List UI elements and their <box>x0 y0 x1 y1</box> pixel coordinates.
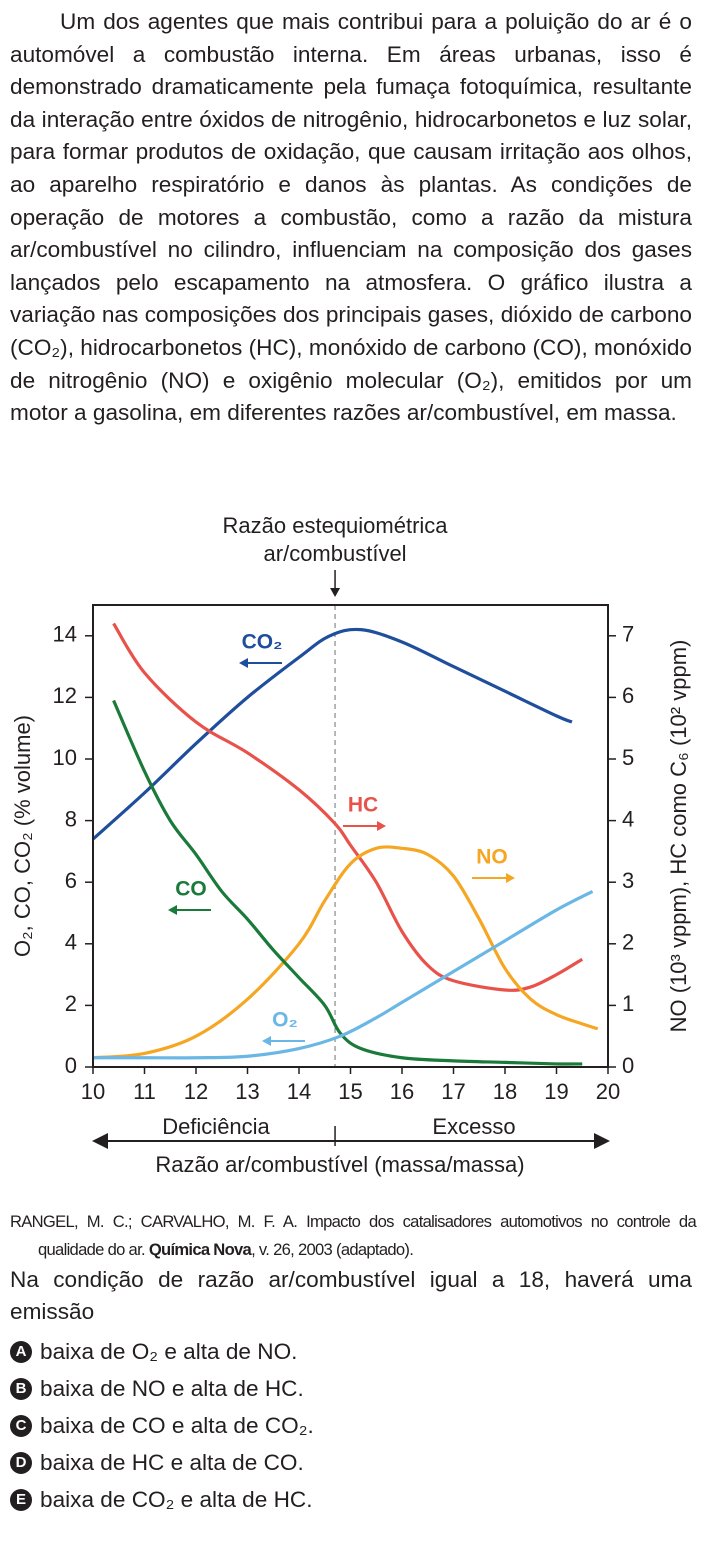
annotation: ar/combustível <box>264 541 407 566</box>
option-text: baixa de CO e alta de CO₂. <box>40 1413 314 1438</box>
plot-frame <box>92 604 609 1068</box>
x-tick-label: 12 <box>184 1079 208 1104</box>
x-tick-label: 10 <box>81 1079 105 1104</box>
region-label: Excesso <box>432 1114 515 1139</box>
series-arrowhead <box>239 658 248 668</box>
series-label: CO₂ <box>242 631 283 654</box>
x-tick-label: 17 <box>441 1079 465 1104</box>
source-journal: Química Nova <box>148 1240 252 1259</box>
annotation: Razão estequiométrica <box>223 513 449 538</box>
x-tick-label: 20 <box>596 1079 620 1104</box>
y2-tick-label: 6 <box>622 683 634 708</box>
y2-tick-label: 7 <box>622 622 634 647</box>
region-label: Deficiência <box>162 1114 270 1139</box>
y-tick-label: 14 <box>53 622 77 647</box>
option-text: baixa de CO₂ e alta de HC. <box>40 1487 313 1512</box>
option-text: baixa de NO e alta de HC. <box>40 1376 304 1401</box>
y2-tick-label: 3 <box>622 868 634 893</box>
x-tick-label: 13 <box>235 1079 259 1104</box>
option-text: baixa de HC e alta de CO. <box>40 1450 304 1475</box>
y-tick-label: 12 <box>53 683 77 708</box>
option-letter: A <box>10 1341 32 1363</box>
y-tick-label: 8 <box>65 806 77 831</box>
series-arrowhead <box>262 1036 271 1046</box>
y2-tick-label: 2 <box>622 930 634 955</box>
y2-tick-label: 5 <box>622 745 634 770</box>
region-arrowhead <box>594 1133 610 1149</box>
option-text: baixa de O₂ e alta de NO. <box>40 1339 298 1364</box>
annotation-arrowhead <box>330 588 341 597</box>
option-letter: D <box>10 1452 32 1474</box>
y2-tick-label: 4 <box>622 806 634 831</box>
series-arrowhead <box>506 873 515 883</box>
y-tick-label: 0 <box>65 1053 77 1078</box>
source: RANGEL, M. C.; CARVALHO, M. F. A. Impact… <box>10 1208 697 1264</box>
y-tick-label: 2 <box>65 991 77 1016</box>
x-tick-label: 18 <box>493 1079 517 1104</box>
series-line <box>91 627 573 841</box>
y2-tick-label: 0 <box>622 1053 634 1078</box>
series-line <box>92 845 599 1060</box>
x-tick-label: 11 <box>133 1079 156 1104</box>
series-arrowhead <box>168 905 177 915</box>
source-text: , v. 26, 2003 (adaptado). <box>251 1240 414 1259</box>
series-line <box>112 622 584 992</box>
y-tick-label: 10 <box>53 745 77 770</box>
y-tick-label: 4 <box>65 930 77 955</box>
question: Na condição de razão ar/combustível igua… <box>10 1267 692 1324</box>
option-letter: C <box>10 1415 32 1437</box>
series-label: NO <box>476 846 508 869</box>
y-tick-label: 6 <box>65 868 77 893</box>
x-tick-label: 19 <box>544 1079 568 1104</box>
series-line <box>92 890 594 1060</box>
source-text: RANGEL, M. C.; CARVALHO, M. F. A. Impact… <box>10 1212 697 1259</box>
region-arrowhead <box>92 1133 108 1149</box>
x-tick-label: 15 <box>338 1079 362 1104</box>
x-tick-label: 16 <box>390 1079 414 1104</box>
series-label: HC <box>348 794 378 817</box>
option-letter: E <box>10 1489 32 1511</box>
x-axis-title: Razão ar/combustível (massa/massa) <box>155 1152 524 1177</box>
passage: Um dos agentes que mais contribui para a… <box>10 9 692 426</box>
y2-axis-title: NO (10³ vppm), HC como C₆ (10² vppm) <box>666 640 691 1033</box>
series-arrowhead <box>377 821 386 831</box>
series-label: CO <box>175 878 207 901</box>
option-letter: B <box>10 1378 32 1400</box>
y-axis-title: O₂, CO, CO₂ (% volume) <box>10 715 35 957</box>
series-label: O₂ <box>272 1009 298 1032</box>
series-line <box>112 699 583 1066</box>
y2-tick-label: 1 <box>622 991 634 1016</box>
x-tick-label: 14 <box>287 1079 311 1104</box>
